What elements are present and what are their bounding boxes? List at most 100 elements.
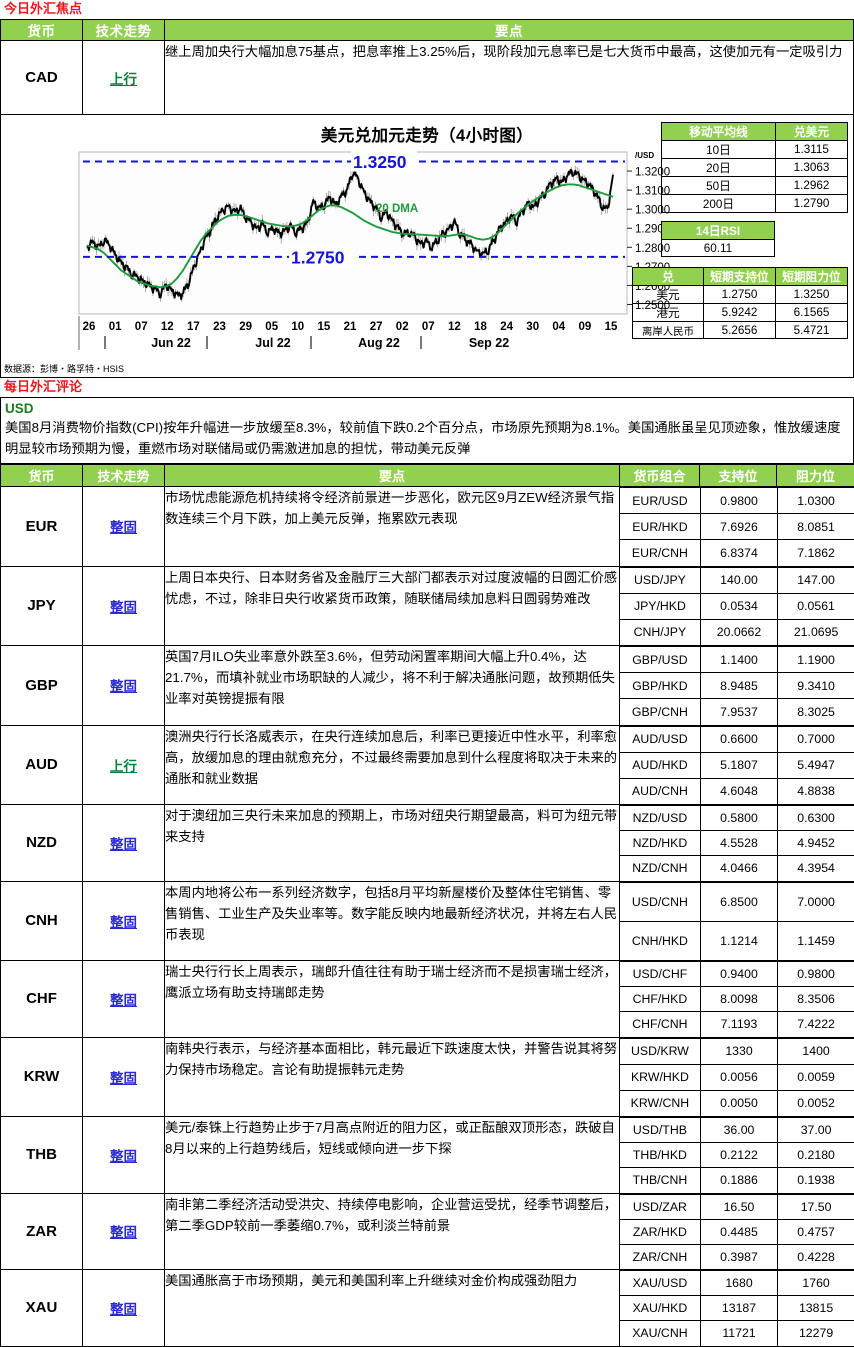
support-resistance-table: 兑 短期支持位 短期阻力位 美元 1.2750 1.3250 港元 [632, 267, 848, 339]
svg-text:23: 23 [213, 321, 226, 333]
pair-resistance: 37.00 [778, 1118, 854, 1143]
pair-name: XAU/USD [620, 1271, 700, 1296]
pair-name: USD/CHF [620, 962, 700, 987]
sr-header-row: 兑 短期支持位 短期阻力位 [633, 268, 848, 286]
commentary-header-row: 货币 技术走势 要点 货币组合 支持位 阻力位 [1, 465, 854, 487]
ma-label-20d: 20日 [662, 159, 776, 177]
svg-text:30: 30 [526, 321, 539, 333]
rsi-table: 14日RSI 60.11 [661, 221, 775, 257]
svg-text:05: 05 [265, 321, 278, 333]
pair-resistance: 1.1459 [778, 921, 854, 960]
focus-section-title: 今日外汇焦点 [0, 0, 854, 19]
rsi-header: 14日RSI [662, 222, 775, 240]
pair-resistance: 1.0300 [778, 488, 854, 514]
pair-resistance: 0.7000 [778, 726, 854, 752]
pair-support: 0.4485 [700, 1219, 777, 1244]
commentary-points-cnh: 本周内地将公布一系列经济数字，包括8月平均新屋楼价及整体住宅销售、零售销售、工业… [165, 881, 620, 961]
pair-support: 0.9400 [700, 962, 777, 987]
pair-resistance: 7.0000 [778, 882, 854, 921]
commentary-points-jpy: 上周日本央行、日本财务省及金融厅三大部门都表示对过度波幅的日圆汇价感忧虑，不过，… [165, 566, 620, 646]
commentary-currency-xau: XAU [1, 1270, 83, 1347]
pair-resistance: 147.00 [778, 567, 854, 593]
pair-support: 20.0662 [700, 619, 777, 645]
focus-header-row: 货币 技术走势 要点 [1, 20, 854, 41]
commentary-trend-xau: 整固 [83, 1270, 165, 1347]
pair-support: 0.0534 [700, 593, 777, 619]
pair-support: 7.9537 [700, 699, 777, 725]
svg-text:21: 21 [344, 321, 357, 333]
svg-text:17: 17 [187, 321, 200, 333]
ma-row: 20日 1.3063 [662, 159, 848, 177]
pair-support: 4.6048 [700, 778, 777, 804]
pair-support: 1680 [700, 1271, 777, 1296]
svg-text:Jul 22: Jul 22 [255, 336, 290, 350]
pair-resistance: 1.1900 [778, 647, 854, 673]
pair-support: 0.3987 [700, 1244, 777, 1269]
pair-support: 0.0050 [700, 1090, 777, 1116]
svg-text:20 DMA: 20 DMA [376, 203, 418, 215]
ma-table-wrap: 移动平均线 兑美元 10日 1.3115 20日 1.3063 [661, 122, 848, 257]
pair-name: GBP/USD [620, 647, 700, 673]
commentary-trend-krw: 整固 [83, 1037, 165, 1117]
pair-resistance: 9.3410 [778, 673, 854, 699]
pair-name: AUD/CNH [620, 778, 700, 804]
pair-name: THB/HKD [620, 1143, 700, 1168]
pair-resistance: 7.4222 [778, 1012, 854, 1037]
pair-support: 8.9485 [700, 673, 777, 699]
pair-name: THB/CNH [620, 1168, 700, 1193]
pair-name: CHF/HKD [620, 987, 700, 1012]
pair-resistance: 1760 [778, 1271, 854, 1296]
commentary-header-trend: 技术走势 [83, 465, 165, 487]
ma-header-value: 兑美元 [776, 123, 848, 141]
ma-label-200d: 200日 [662, 195, 776, 213]
usd-commentary-cell: USD 美国8月消费物价指数(CPI)按年升幅进一步放缓至8.3%，较前值下跌0… [1, 398, 854, 464]
sr-resistance-usd: 1.3250 [776, 286, 848, 304]
pair-resistance: 5.4947 [778, 752, 854, 778]
focus-table: 货币 技术走势 要点 CAD 上行 继上周加央行大幅加息75基点，把息率推上3.… [0, 19, 854, 378]
commentary-trend-cnh: 整固 [83, 881, 165, 961]
pair-support: 0.9800 [700, 488, 777, 514]
pair-support: 6.8374 [700, 540, 777, 566]
commentary-points-chf: 瑞士央行行长上周表示，瑞郎升值往往有助于瑞士经济而不是损害瑞士经济，鹰派立场有助… [165, 961, 620, 1038]
svg-text:12: 12 [448, 321, 461, 333]
pair-name: ZAR/HKD [620, 1219, 700, 1244]
pair-support: 13187 [700, 1296, 777, 1321]
pair-name: KRW/CNH [620, 1090, 700, 1116]
svg-text:07: 07 [422, 321, 435, 333]
ma-row: 10日 1.3115 [662, 141, 848, 159]
ma-label-10d: 10日 [662, 141, 776, 159]
pair-support: 1330 [700, 1038, 777, 1064]
usd-text: 美国8月消费物价指数(CPI)按年升幅进一步放缓至8.3%，较前值下跌0.2个百… [1, 416, 853, 463]
focus-trend-cad: 上行 [83, 41, 165, 115]
focus-header-points: 要点 [165, 20, 854, 41]
focus-row-cad: CAD 上行 继上周加央行大幅加息75基点，把息率推上3.25%后，现阶段加元息… [1, 41, 854, 115]
pair-name: USD/KRW [620, 1038, 700, 1064]
pair-name: USD/JPY [620, 567, 700, 593]
pair-support: 5.1807 [700, 752, 777, 778]
svg-text:Sep 22: Sep 22 [469, 336, 509, 350]
pair-resistance: 21.0695 [778, 619, 854, 645]
commentary-trend-chf: 整固 [83, 961, 165, 1038]
commentary-currency-eur: EUR [1, 487, 83, 567]
